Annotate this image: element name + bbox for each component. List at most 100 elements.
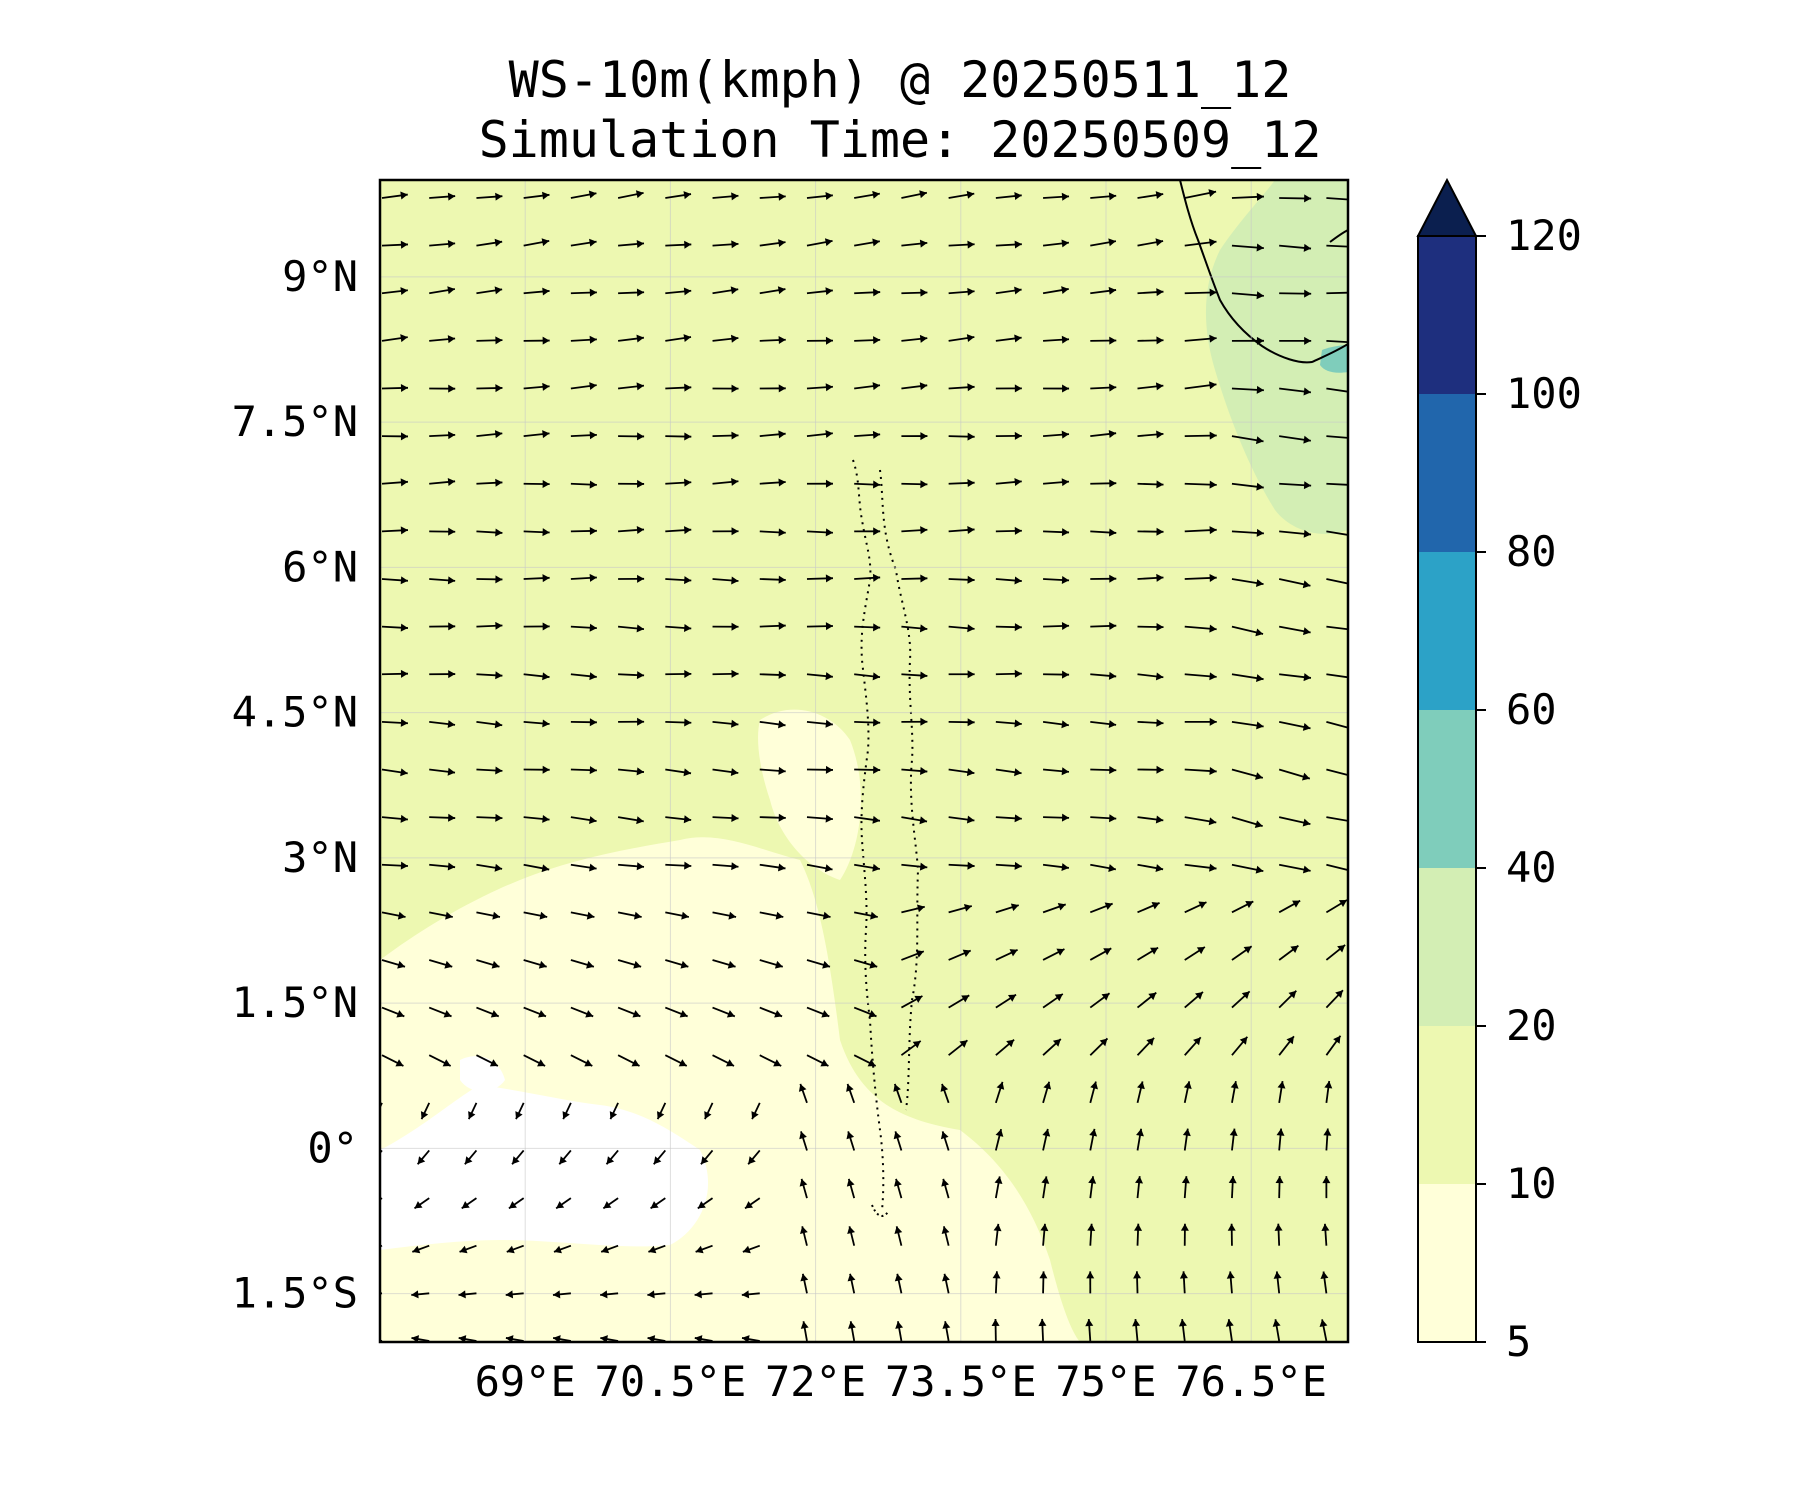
wind-arrow [1043,192,1070,201]
wind-arrow [1090,286,1117,295]
wind-arrow [759,478,786,487]
wind-arrow [505,1290,524,1299]
wind-arrow [381,1054,404,1067]
wind-arrow [648,1244,666,1254]
wind-arrow [665,576,692,585]
wind-arrow [570,573,597,582]
wind-arrow [940,1131,950,1151]
wind-arrow [570,911,595,920]
wind-arrow [948,525,975,534]
wind-arrow [948,334,975,343]
wind-arrow [846,1083,856,1104]
wind-arrow [1231,482,1264,491]
wind-arrow [948,949,972,961]
wind-arrow [511,1149,525,1165]
wind-arrow [1042,863,1069,872]
wind-arrow [665,287,692,296]
wind-arrow [694,1290,713,1299]
wind-arrow [429,527,456,536]
wind-arrow [941,1178,950,1199]
wind-arrow [854,573,881,582]
wind-arrow [506,1244,524,1254]
wind-arrow [712,862,739,871]
wind-arrow [1184,189,1217,199]
wind-arrow [1326,244,1348,248]
wind-arrow [570,766,597,775]
wind-arrow [995,384,1022,393]
wind-arrow [806,672,833,681]
wind-arrow [605,1149,619,1165]
wind-arrow [712,814,739,823]
lon-tick-label: 75°E [1055,1357,1156,1406]
wind-arrow [1089,902,1113,914]
wind-arrow [1325,1035,1342,1056]
wind-arrow [1089,1128,1098,1151]
wind-arrow [1326,863,1348,872]
wind-arrow [1184,901,1207,914]
wind-arrow [901,950,925,961]
wind-arrow [1137,336,1164,345]
colorbar-band [1418,1184,1476,1342]
wind-arrow [617,334,645,343]
wind-arrow [799,1178,808,1199]
wind-arrow [1326,482,1348,486]
wind-arrow [429,670,456,679]
wind-arrow [1231,1036,1249,1056]
wind-arrow [994,1176,1003,1199]
wind-arrow [458,1290,477,1299]
wind-arrow [994,1081,1005,1104]
wind-arrow [995,576,1022,585]
wind-arrow [1180,1223,1189,1246]
wind-arrow [901,382,928,391]
wind-arrow [806,528,833,537]
wind-arrow [901,334,928,343]
wind-arrow [1279,243,1312,252]
wind-arrow [429,622,456,631]
wind-arrow [1090,383,1117,392]
wind-arrow [1090,479,1117,488]
wind-arrow [523,528,550,537]
wind-arrow [523,287,550,296]
lon-tick-label: 73.5°E [885,1357,1037,1406]
wind-arrow [995,993,1017,1009]
wind-arrow [900,995,923,1009]
lon-tick-label: 72°E [765,1357,866,1406]
maldives-atolls-west [852,459,885,1211]
wind-arrow [1137,765,1164,774]
wind-arrow [744,1197,761,1210]
wind-arrow [1184,288,1217,297]
wind-arrow [948,670,975,679]
wind-arrow [712,477,739,486]
wind-arrow [665,959,689,969]
wind-arrow [1090,766,1117,775]
wind-arrow [854,190,880,199]
wind-arrow [1137,622,1164,631]
graticule [380,180,1348,1342]
wind-arrow [1043,384,1070,393]
wind-arrow [570,335,597,344]
colorbar-tick-label: 10 [1506,1159,1557,1208]
wind-arrow [381,478,408,487]
wind-arrow [665,432,692,441]
wind-arrow [1137,288,1164,297]
wind-arrow [523,959,547,969]
wind-arrow [1135,1176,1144,1199]
map-title-line-1: WS-10m(kmph) @ 20250511_12 [508,51,1292,109]
wind-arrow [901,717,928,726]
wind-arrow [570,382,597,390]
wind-arrow [1326,816,1348,822]
wind-arrow [1184,946,1206,961]
wind-arrow [995,240,1022,249]
wind-arrow [853,1006,877,1018]
wind-arrow [429,384,456,393]
wind-arrow [854,911,878,920]
wind-arrow [665,191,692,200]
wind-arrow [1279,387,1312,396]
wind-arrow [995,192,1022,201]
wind-arrow [1042,902,1067,914]
wind-arrow [1134,1223,1143,1246]
wind-arrow [712,768,739,777]
wind-arrow [712,527,739,536]
wind-arrow [853,1054,877,1067]
